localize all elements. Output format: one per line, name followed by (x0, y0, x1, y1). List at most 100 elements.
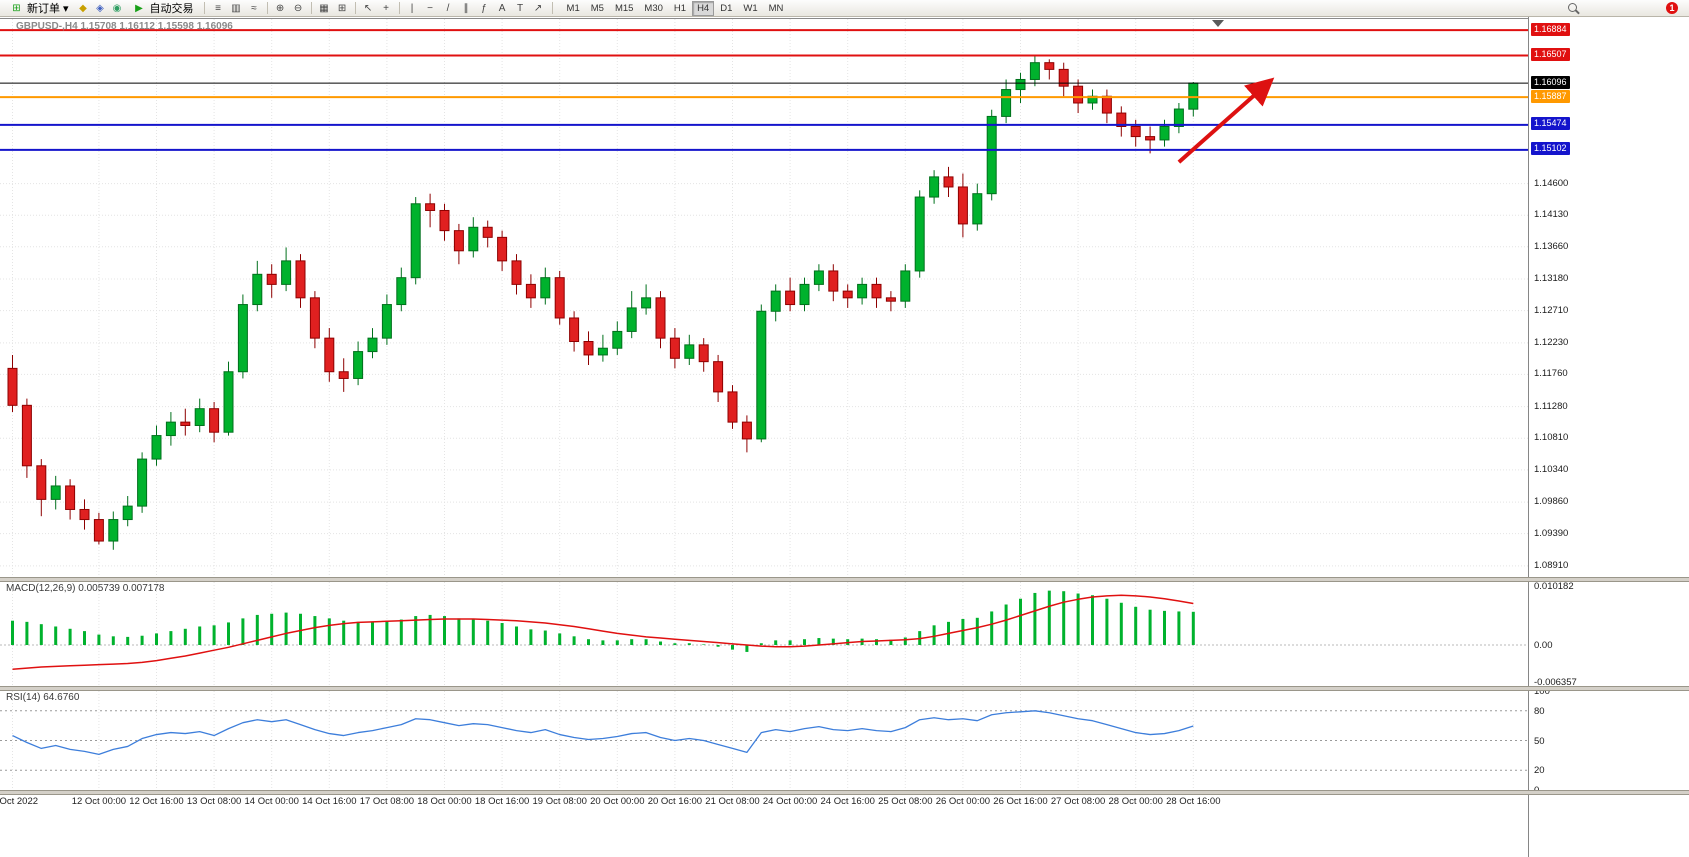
price-axis-label: 1.09860 (1534, 496, 1569, 508)
candlestick (799, 283, 810, 306)
timeframe-MN[interactable]: MN (764, 1, 789, 16)
channel-button[interactable]: ∥ (458, 1, 475, 16)
candlestick (929, 176, 940, 198)
fibonacci-button[interactable]: ƒ (476, 1, 493, 16)
horizontal-line-button[interactable]: − (422, 1, 439, 16)
macd-histogram-bar (255, 614, 259, 645)
candlestick (641, 297, 652, 309)
macd-histogram-bar (1163, 610, 1166, 645)
price-level-badge: 1.15474 (1531, 117, 1570, 131)
timeframe-H1[interactable]: H1 (669, 1, 691, 16)
panel-separator[interactable] (0, 577, 1689, 582)
macd-histogram-bar (687, 643, 691, 645)
market-icon[interactable]: ◆ (79, 2, 87, 14)
timeframe-M5[interactable]: M5 (586, 1, 609, 16)
chat-icon[interactable]: ◉ (112, 2, 122, 14)
text-label-button[interactable]: T (512, 1, 529, 16)
candlestick (540, 277, 551, 299)
candlestick (698, 344, 709, 363)
notification-badge[interactable]: 1 (1666, 2, 1678, 14)
zoom-in-button[interactable]: ⊕ (272, 1, 289, 16)
arrows-button[interactable]: ↗ (530, 1, 547, 16)
rsi-name: RSI(14) (6, 692, 41, 703)
zoom-out-button[interactable]: ⊖ (290, 1, 307, 16)
price-chart-panel[interactable] (0, 18, 1528, 578)
candlestick (223, 371, 234, 433)
macd-histogram-bar (990, 611, 994, 645)
time-label: 21 Oct 08:00 (705, 796, 760, 807)
candlestick (410, 203, 421, 279)
macd-histogram-bar (399, 619, 403, 645)
time-label: 14 Oct 00:00 (244, 796, 299, 807)
candlestick (21, 404, 32, 467)
macd-histogram-bar (486, 620, 490, 645)
time-label: 20 Oct 16:00 (647, 796, 703, 807)
vertical-line-icon: | (410, 2, 414, 14)
candlestick (151, 435, 162, 460)
candlestick (986, 115, 997, 195)
timeframe-D1[interactable]: D1 (715, 1, 737, 16)
timeframe-W1[interactable]: W1 (738, 1, 762, 16)
candlestick (65, 485, 76, 510)
candlestick (857, 283, 868, 299)
candlestick (324, 337, 335, 373)
zoom-in-icon: ⊕ (275, 2, 285, 14)
candlestick (597, 347, 608, 356)
text-label-icon: T (516, 2, 524, 14)
crosshair-button[interactable]: + (378, 1, 395, 16)
new-order-button[interactable]: ⊞ 新订单 ▾ (4, 1, 74, 16)
time-label: 28 Oct 00:00 (1108, 796, 1163, 807)
chart-bars-button[interactable]: ≡ (210, 1, 227, 16)
rsi-panel[interactable] (0, 691, 1528, 790)
time-label: 25 Oct 08:00 (878, 796, 933, 807)
search-icon[interactable] (1567, 2, 1580, 15)
trendline-button[interactable]: / (440, 1, 457, 16)
macd-histogram-bar (198, 626, 202, 645)
timeframe-H4[interactable]: H4 (692, 0, 715, 16)
time-label: 27 Oct 08:00 (1050, 796, 1106, 807)
profile-icon[interactable]: ◈ (96, 2, 104, 14)
timeframe-M1[interactable]: M1 (562, 1, 585, 16)
candlestick (295, 260, 306, 299)
time-label: 14 Oct 16:00 (302, 796, 357, 807)
candlestick (1159, 126, 1170, 141)
panel-separator[interactable] (0, 790, 1689, 795)
price-axis-label: 1.14600 (1534, 177, 1569, 189)
macd-signal-line (12, 594, 1194, 671)
candlestick (1116, 112, 1127, 127)
new-chart-button[interactable]: ⊞ (334, 1, 351, 16)
price-axis[interactable]: 1.14600 1.14130 1.13660 1.13180 1.12710 1.122… (1528, 17, 1689, 857)
chart-symbol-header: GBPUSD-,H4 1.15708 1.16112 1.15598 1.160… (16, 21, 233, 32)
candlestick (885, 297, 896, 302)
autotrading-button[interactable]: ▶ 自动交易 (127, 1, 199, 16)
chart-candles-button[interactable]: ▥ (228, 1, 245, 16)
toolbar-tools-group: ≡ ▥ ≈ ⊕ ⊖ ▦ ⊞ ↖ + | − / ∥ ƒ A T ↗ (210, 1, 547, 16)
macd-panel[interactable] (0, 582, 1528, 686)
vertical-line-button[interactable]: | (404, 1, 421, 16)
candlestick (122, 505, 133, 521)
chart-candles-icon: ▥ (231, 2, 241, 14)
price-level-badge: 1.15102 (1531, 142, 1570, 156)
text-button[interactable]: A (494, 1, 511, 16)
candlestick (108, 519, 119, 542)
macd-histogram-bar (83, 631, 86, 645)
price-axis-label: 1.13660 (1534, 240, 1569, 252)
macd-histogram-bar (1105, 598, 1109, 645)
crosshair-icon: + (383, 2, 389, 14)
time-label: 13 Oct 08:00 (186, 796, 242, 807)
candlestick (525, 283, 536, 299)
new-order-label: 新订单 (27, 3, 60, 15)
chart-line-button[interactable]: ≈ (246, 1, 263, 16)
tile-windows-button[interactable]: ▦ (316, 1, 333, 16)
candlestick (914, 196, 925, 272)
cursor-button[interactable]: ↖ (360, 1, 377, 16)
rsi-value: 64.6760 (43, 692, 80, 703)
macd-histogram-bar (817, 638, 821, 645)
rsi-line (12, 710, 1194, 756)
candlestick (165, 421, 176, 437)
candlestick (396, 277, 407, 306)
panel-separator[interactable] (0, 686, 1689, 691)
timeframe-M30[interactable]: M30 (639, 1, 667, 16)
timeframe-M15[interactable]: M15 (610, 1, 638, 16)
